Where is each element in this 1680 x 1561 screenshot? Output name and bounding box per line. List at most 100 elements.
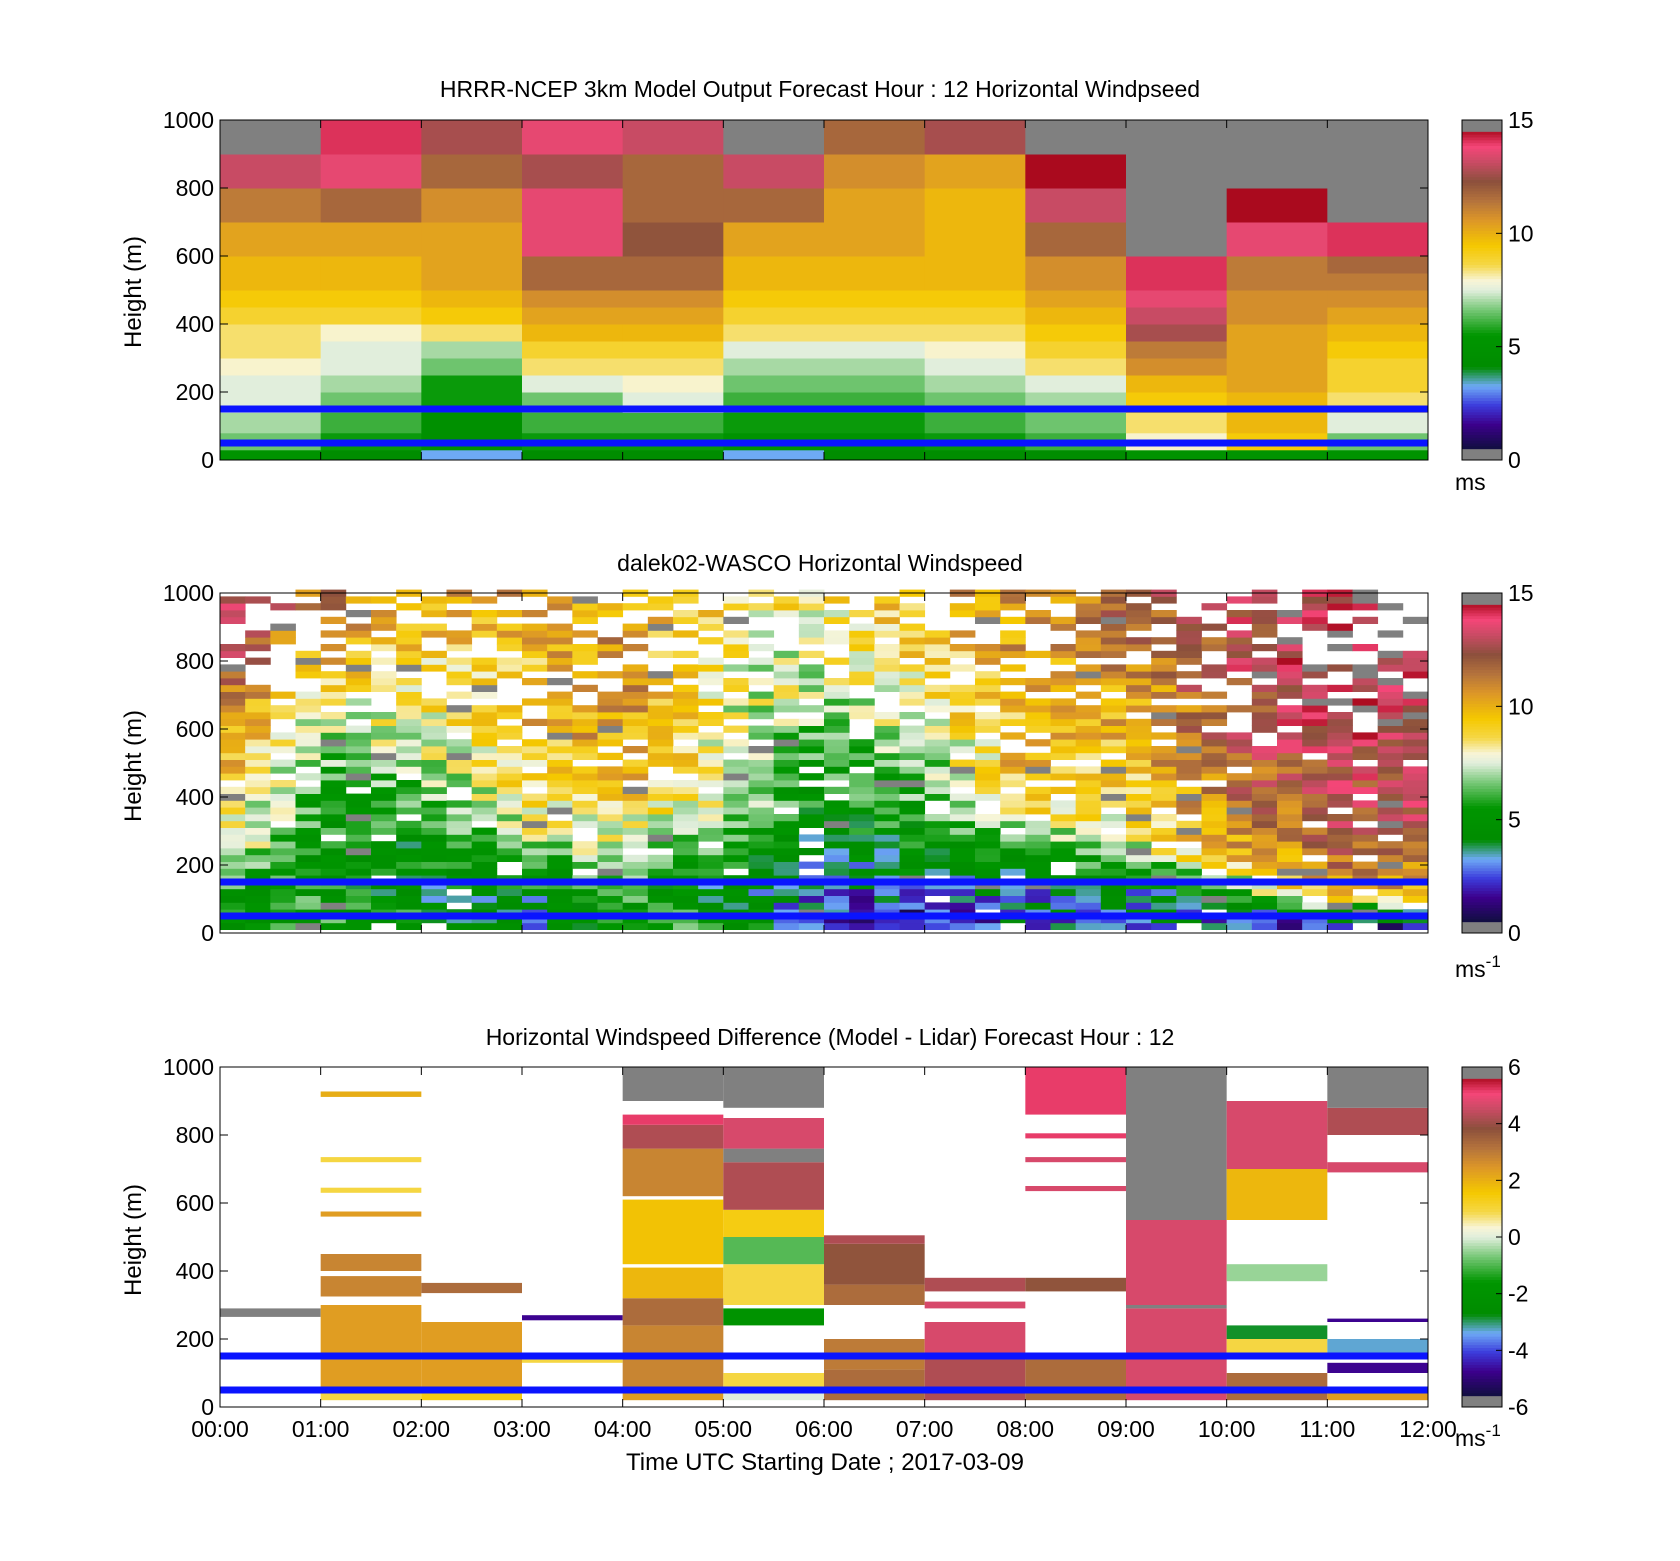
heatmap-cell — [849, 827, 875, 835]
colorbar-swatch — [1462, 1279, 1502, 1283]
heatmap-cell — [1126, 1067, 1227, 1220]
heatmap-cell — [1176, 637, 1202, 645]
heatmap-cell — [874, 827, 900, 835]
heatmap-cell — [471, 746, 498, 754]
heatmap-cell — [1402, 848, 1429, 856]
heatmap-cell — [1126, 888, 1152, 896]
heatmap-cell — [220, 650, 246, 658]
heatmap-cell — [522, 888, 548, 896]
heatmap-cell — [1100, 705, 1127, 713]
heatmap-cell — [723, 834, 749, 842]
heatmap-cell — [949, 861, 976, 869]
heatmap-cell — [1126, 603, 1152, 611]
colorbar-swatch — [1462, 774, 1502, 778]
colorbar-swatch — [1462, 1120, 1502, 1125]
heatmap-cell — [320, 1211, 422, 1217]
heatmap-cell — [773, 596, 800, 604]
colorbar-swatch — [1462, 173, 1502, 178]
heatmap-cell — [748, 882, 775, 890]
heatmap-cell — [874, 718, 900, 726]
heatmap-cell — [1025, 1359, 1126, 1401]
colorbar-swatch — [1462, 760, 1502, 764]
heatmap-cell — [748, 861, 775, 869]
heatmap-cell — [421, 1393, 522, 1401]
heatmap-cell — [1201, 664, 1228, 672]
heatmap-cell — [698, 848, 724, 856]
heatmap-cell — [698, 766, 724, 774]
heatmap-cell — [1327, 1162, 1428, 1173]
heatmap-cell — [824, 841, 850, 849]
colorbar-swatch — [1462, 1072, 1502, 1076]
colorbar-swatch — [1462, 122, 1502, 127]
heatmap-cell — [975, 820, 1001, 828]
heatmap-cell — [824, 705, 850, 713]
heatmap-cell — [496, 916, 523, 924]
heatmap-cell — [647, 623, 674, 631]
heatmap-cell — [220, 848, 246, 856]
y-tick-label: 400 — [176, 784, 214, 810]
heatmap-cell — [245, 888, 271, 896]
heatmap-cell — [421, 1282, 522, 1294]
heatmap-cell — [1050, 848, 1077, 856]
heatmap-cell — [396, 623, 422, 631]
heatmap-cell — [1025, 1186, 1126, 1192]
heatmap-cell — [723, 307, 825, 325]
heatmap-cell — [723, 1162, 824, 1210]
heatmap-cell — [949, 759, 976, 767]
heatmap-cell — [1050, 678, 1077, 686]
heatmap-cell — [1126, 120, 1228, 155]
heatmap-cell — [723, 902, 749, 910]
heatmap-cell — [899, 882, 926, 890]
heatmap-cell — [1126, 800, 1152, 808]
heatmap-cell — [1176, 718, 1202, 726]
heatmap-cell — [1151, 684, 1177, 692]
colorbar-swatch — [1462, 219, 1502, 223]
heatmap-cell — [1075, 861, 1102, 869]
heatmap-cell — [975, 746, 1001, 754]
heatmap-cell — [1352, 895, 1379, 903]
heatmap-cell — [849, 739, 875, 747]
heatmap-cell — [773, 739, 800, 747]
heatmap-cell — [320, 848, 347, 856]
heatmap-cell — [899, 691, 926, 699]
colorbar-swatch — [1462, 1101, 1502, 1105]
heatmap-cell — [597, 671, 624, 679]
heatmap-cell — [320, 1187, 422, 1193]
heatmap-cell — [622, 725, 649, 733]
heatmap-cell — [1151, 664, 1177, 672]
colorbar-frame — [1461, 119, 1503, 461]
heatmap-cell — [1050, 807, 1077, 815]
heatmap-cell — [1352, 705, 1379, 713]
heatmap-cell — [1025, 820, 1051, 828]
heatmap-cell — [849, 848, 875, 856]
heatmap-cell — [798, 725, 825, 733]
heatmap-cell — [547, 807, 573, 815]
colorbar-tick-label: 15 — [1508, 107, 1534, 133]
colorbar-swatch — [1462, 870, 1502, 874]
heatmap-cell — [1327, 922, 1353, 930]
heatmap-cell — [245, 902, 271, 910]
heatmap-cell — [748, 698, 775, 706]
heatmap-cell — [471, 684, 498, 692]
colorbar-swatch — [1462, 292, 1502, 297]
heatmap-cell — [924, 412, 1026, 434]
panel-windspeed-difference: Horizontal Windspeed Difference (Model -… — [120, 1024, 1529, 1476]
heatmap-cell — [522, 895, 548, 903]
heatmap-cell — [748, 800, 775, 808]
heatmap-cell — [597, 637, 624, 645]
colorbar-swatch — [1462, 1171, 1502, 1176]
heatmap-cell — [421, 895, 447, 903]
heatmap-cell — [421, 725, 447, 733]
heatmap-cell — [975, 712, 1001, 720]
heatmap-cell — [1377, 705, 1404, 713]
heatmap-cell — [522, 698, 548, 706]
heatmap-cell — [471, 916, 498, 924]
heatmap-cell — [471, 786, 498, 794]
heatmap-cell — [1226, 358, 1328, 376]
heatmap-cell — [522, 759, 548, 767]
heatmap-cell — [1025, 793, 1051, 801]
y-tick-label: 800 — [176, 175, 214, 201]
colorbar-swatch — [1462, 729, 1502, 733]
heatmap-cell — [1226, 1101, 1328, 1169]
heatmap-cell — [1377, 807, 1404, 815]
